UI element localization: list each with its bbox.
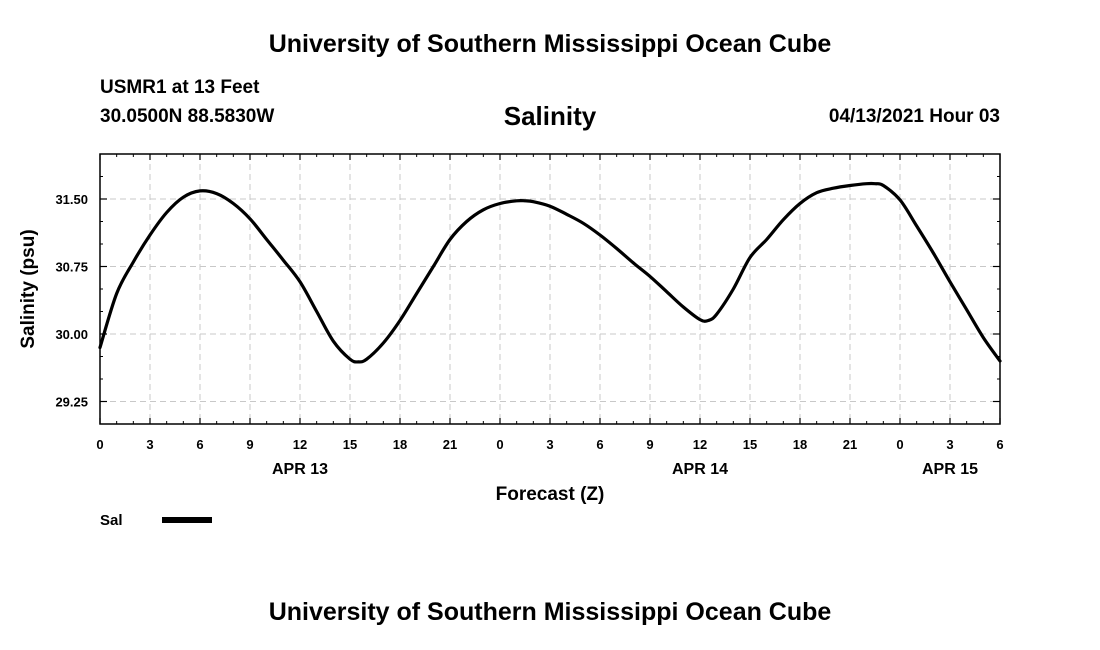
y-tick-label: 31.50 [55,192,88,207]
x-tick-label: 12 [693,437,707,452]
date-label: APR 14 [672,461,728,478]
x-tick-label: 18 [793,437,807,452]
organization-footer: University of Southern Mississippi Ocean… [268,598,832,626]
x-tick-label: 12 [293,437,307,452]
x-tick-label: 15 [343,437,357,452]
station-coordinates: 30.0500N 88.5830W [100,106,275,127]
x-tick-label: 3 [946,437,953,452]
y-axis-label: Salinity (psu) [18,229,39,348]
date-label: APR 15 [922,461,978,478]
chart-title: Salinity [503,101,597,131]
x-tick-label: 6 [196,437,203,452]
x-tick-label: 9 [246,437,253,452]
x-tick-label: 6 [596,437,603,452]
y-tick-label: 30.75 [55,260,88,275]
series-line-salinity [98,181,1002,364]
y-tick-label: 30.00 [55,327,88,342]
legend-label: Sal [100,512,123,529]
x-tick-label: 9 [646,437,653,452]
forecast-datetime: 04/13/2021 Hour 03 [828,106,1000,127]
series-layer [98,181,1002,364]
x-tick-label: 21 [843,437,857,452]
y-tick-label: 29.25 [55,395,88,410]
ticks: 0 3 6 9 12 15 18 21 0 3 6 9 12 15 18 21 0 3 6 29.25 30.00 30.… [55,154,1004,478]
x-tick-label: 3 [546,437,553,452]
organization-title: University of Southern Mississippi Ocean… [268,30,832,58]
x-tick-label: 6 [996,437,1003,452]
x-tick-label: 0 [496,437,503,452]
grid [100,154,1000,424]
x-tick-label: 3 [146,437,153,452]
date-label: APR 13 [272,461,328,478]
x-tick-label: 18 [393,437,407,452]
x-tick-label: 0 [896,437,903,452]
station-label: USMR1 at 13 Feet [100,77,260,98]
x-axis-label: Forecast (Z) [496,484,605,505]
x-tick-label: 15 [743,437,757,452]
x-tick-label: 0 [96,437,103,452]
legend: Sal [100,512,212,529]
x-tick-label: 21 [443,437,457,452]
